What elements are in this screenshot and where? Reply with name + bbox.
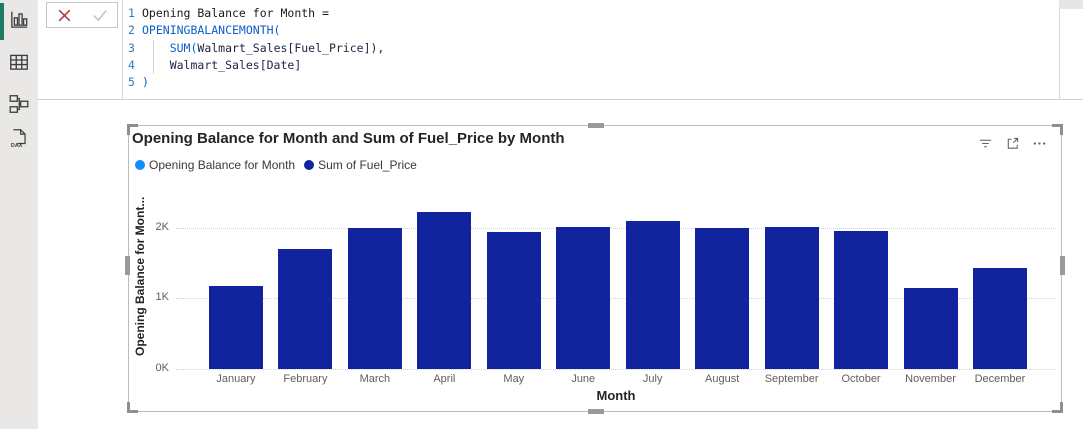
bar-February[interactable] xyxy=(278,248,333,369)
dax-document-icon: DAX xyxy=(8,127,30,154)
bar-July[interactable] xyxy=(625,221,680,369)
code-line: 4 Walmart_Sales[Date] xyxy=(123,56,1059,75)
bar-May[interactable] xyxy=(486,232,541,369)
chart-visual[interactable]: Opening Balance for Month and Sum of Fue… xyxy=(125,123,1065,414)
editor-scrollbar-corner[interactable] xyxy=(1059,0,1083,9)
filter-icon[interactable] xyxy=(978,136,993,151)
resize-handle-top[interactable] xyxy=(588,123,604,128)
x-axis-label: March xyxy=(359,373,391,385)
legend-dot xyxy=(304,160,315,170)
sidebar-item-model-view[interactable] xyxy=(7,94,31,118)
more-options-icon[interactable] xyxy=(1032,136,1047,151)
code-line: 2 OPENINGBALANCEMONTH( xyxy=(123,22,1059,39)
resize-handle-top-right[interactable] xyxy=(1052,124,1063,135)
cancel-x-icon[interactable] xyxy=(52,4,78,26)
x-axis-label: December xyxy=(974,373,1026,385)
line-number: 1 xyxy=(128,6,135,20)
x-axis-label: June xyxy=(571,373,596,385)
y-tick-label: 2K xyxy=(155,220,169,233)
x-axis-label: November xyxy=(905,373,956,385)
visual-title: Opening Balance for Month and Sum of Fue… xyxy=(132,130,565,147)
resize-handle-bottom-right[interactable] xyxy=(1052,402,1063,413)
sidebar-item-report-view[interactable] xyxy=(7,10,31,34)
code-line: 5) xyxy=(123,74,1059,91)
resize-handle-bottom[interactable] xyxy=(588,409,604,414)
line-number: 3 xyxy=(128,40,135,55)
x-axis-title: Month xyxy=(596,388,636,403)
x-axis-label: July xyxy=(642,373,663,385)
bar-October[interactable] xyxy=(834,230,889,369)
indent-guide xyxy=(153,56,154,75)
dax-code-editor[interactable]: 1 Opening Balance for Month = 2 OPENINGBALA… xyxy=(122,0,1060,99)
gridline xyxy=(176,369,1056,370)
svg-text:DAX: DAX xyxy=(11,142,23,148)
legend-item[interactable]: Sum of Fuel_Price xyxy=(304,158,417,172)
x-axis-label: January xyxy=(216,373,256,385)
bar-March[interactable] xyxy=(347,227,402,369)
line-number: 5 xyxy=(128,75,135,90)
x-axis-label: February xyxy=(283,373,328,385)
model-relationships-icon xyxy=(8,93,30,120)
sidebar-item-dax-query-view[interactable]: DAX xyxy=(7,128,31,152)
view-sidebar: DAX xyxy=(0,0,38,429)
resize-handle-left[interactable] xyxy=(125,256,130,275)
bar-January[interactable] xyxy=(209,285,263,369)
x-axis-label: May xyxy=(503,373,525,385)
chart-plot-layer: 0K 1K 2K January February March April May June Ju… xyxy=(129,126,1061,411)
gridline xyxy=(176,227,1056,229)
gridline xyxy=(176,298,1056,300)
resize-handle-top-left[interactable] xyxy=(127,124,138,135)
focus-mode-icon[interactable] xyxy=(1005,136,1020,151)
indent-guide xyxy=(153,39,154,57)
bar-August[interactable] xyxy=(695,227,750,369)
legend-label: Opening Balance for Month xyxy=(149,158,296,172)
checkmark-icon[interactable] xyxy=(87,4,113,26)
x-axis-label: April xyxy=(433,373,456,385)
visual-header-actions xyxy=(978,136,1047,151)
table-grid-icon xyxy=(8,51,30,78)
x-axis-label: August xyxy=(705,373,740,385)
legend: Opening Balance for Month Sum of Fuel_Pri… xyxy=(135,158,417,172)
legend-item[interactable]: Opening Balance for Month xyxy=(135,158,295,172)
bar-June[interactable] xyxy=(556,227,611,369)
resize-handle-right[interactable] xyxy=(1060,256,1065,275)
legend-dot xyxy=(135,160,145,170)
dax-formula-bar: 1 Opening Balance for Month = 2 OPENINGBALA… xyxy=(38,0,1083,100)
line-number: 4 xyxy=(128,57,135,72)
x-axis-label: September xyxy=(764,373,819,385)
code-line: 3 SUM(Walmart_Sales[Fuel_Price]), xyxy=(123,39,1059,57)
y-tick-label: 0K xyxy=(155,362,169,374)
bar-April[interactable] xyxy=(417,211,472,369)
x-axis-label: October xyxy=(841,373,881,385)
line-number: 2 xyxy=(128,23,135,38)
bar-September[interactable] xyxy=(764,227,819,369)
code-line: 1 Opening Balance for Month = xyxy=(123,5,1059,22)
legend-label: Sum of Fuel_Price xyxy=(318,158,417,172)
y-tick-label: 1K xyxy=(155,291,169,304)
active-view-indicator xyxy=(0,3,4,40)
formula-lines: 1 Opening Balance for Month = 2 OPENINGBALA… xyxy=(123,5,1059,91)
resize-handle-bottom-left[interactable] xyxy=(127,402,138,413)
bar-December[interactable] xyxy=(972,268,1027,369)
formula-commit-box xyxy=(46,2,118,28)
bar-chart-icon xyxy=(8,9,30,36)
bar-November[interactable] xyxy=(903,287,958,369)
sidebar-item-table-view[interactable] xyxy=(7,52,31,76)
